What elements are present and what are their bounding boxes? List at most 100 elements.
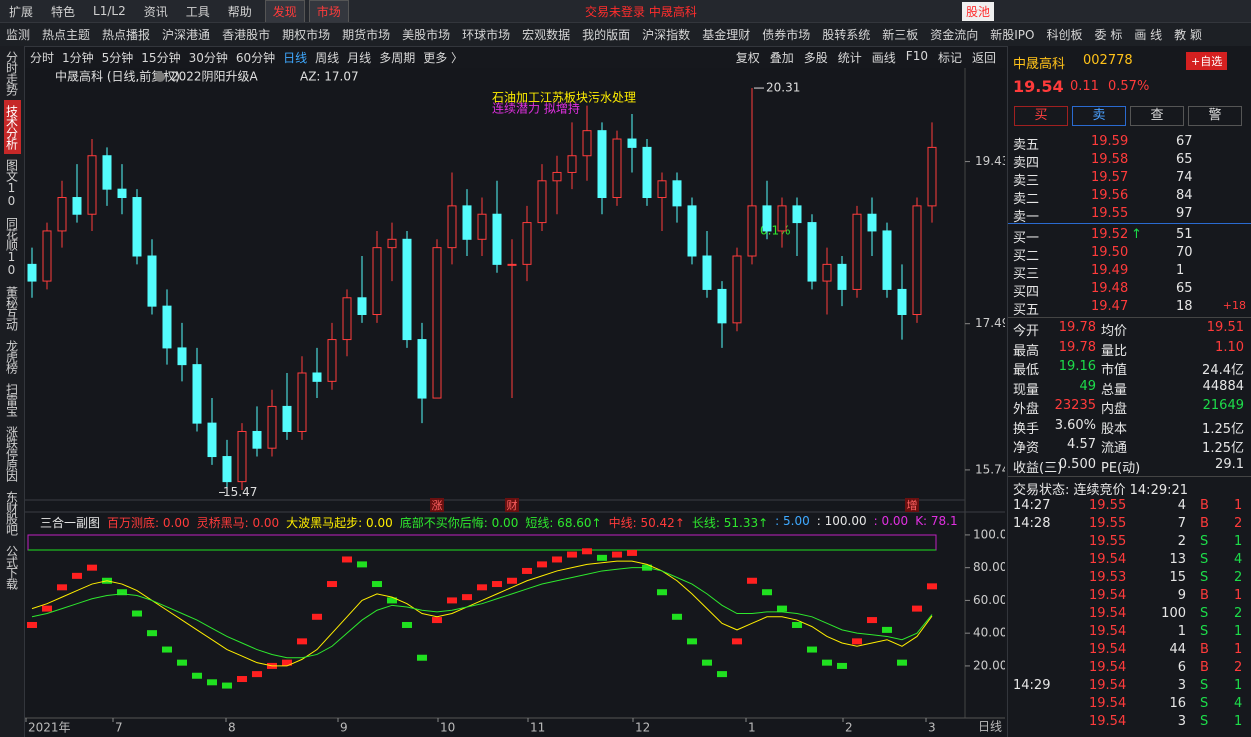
candle-body <box>597 130 607 199</box>
indicator-icon[interactable] <box>155 72 165 82</box>
trade-price: 19.54 <box>1089 660 1127 675</box>
book-price: 19.57 <box>1091 170 1129 185</box>
stock-pool[interactable]: 股池 <box>962 2 995 21</box>
menu-item[interactable]: 特色 <box>51 4 76 19</box>
nav-item[interactable]: 新三板 <box>882 28 919 42</box>
period-tab[interactable]: 30分钟 <box>188 50 228 65</box>
nav-bar: 监测 热点主题 热点播报 沪深港通 香港股市 期权市场 期货市场 美股市场 环球市场 宏观数据 我的… <box>0 22 1251 47</box>
candle-body <box>927 146 937 207</box>
nav-item[interactable]: 期货市场 <box>342 28 391 42</box>
side-tab[interactable]: 扫雷宝 <box>4 383 19 416</box>
side-tab[interactable]: 龙虎榜 <box>4 340 19 373</box>
period-tab[interactable]: 分时 <box>30 50 55 65</box>
menu-item[interactable]: 扩展 <box>9 4 34 19</box>
candle-body <box>537 180 547 224</box>
nav-item[interactable]: 画 线 <box>1134 28 1163 42</box>
period-tab[interactable]: 日线 <box>283 50 308 65</box>
nav-item[interactable]: 期权市场 <box>282 28 331 42</box>
indicator-block <box>612 551 622 558</box>
nav-item[interactable]: 沪深港通 <box>162 28 211 42</box>
period-tab[interactable]: 60分钟 <box>235 50 276 65</box>
period-tab[interactable]: 月线 <box>347 50 372 65</box>
menu-item[interactable]: 工具 <box>185 4 210 19</box>
candle-body <box>372 247 382 315</box>
nav-item[interactable]: 监测 <box>6 28 31 42</box>
tool-button[interactable]: 叠加 <box>769 51 794 65</box>
period-tab[interactable]: 周线 <box>315 50 340 65</box>
nav-item[interactable]: 环球市场 <box>462 28 511 42</box>
nav-item[interactable]: 科创板 <box>1046 28 1083 42</box>
nav-item[interactable]: 股转系统 <box>822 28 871 42</box>
period-tab[interactable]: 1分钟 <box>62 50 94 65</box>
nav-item[interactable]: 资金流向 <box>930 28 979 42</box>
event-marker <box>905 498 919 512</box>
side-tab[interactable]: 同花顺10 <box>4 217 19 276</box>
trade-row: 19.54 1 S 1 <box>1008 623 1251 642</box>
tool-button[interactable]: F10 <box>905 49 928 63</box>
nav-item[interactable]: 委 标 <box>1094 28 1123 42</box>
nav-item[interactable]: 香港股市 <box>222 28 271 42</box>
tool-button[interactable]: 标记 <box>937 51 962 65</box>
nav-item[interactable]: 热点播报 <box>102 28 151 42</box>
candle-body <box>57 197 67 232</box>
price-change-pct: 0.57% <box>1108 79 1150 94</box>
candle-body <box>42 230 52 282</box>
side-tab[interactable]: 涨跌停原因 <box>4 426 19 481</box>
stat-label: 今开 <box>1013 324 1040 339</box>
candle-body <box>807 222 817 282</box>
trade-row: 19.55 2 S 1 <box>1008 533 1251 552</box>
trade-count: 2 <box>1234 660 1243 675</box>
menu-item[interactable]: 帮助 <box>227 4 252 19</box>
nav-item[interactable]: 热点主题 <box>42 28 91 42</box>
trade-row: 19.54 3 S 1 <box>1008 713 1251 732</box>
tool-button[interactable]: 多股 <box>803 51 828 65</box>
tool-button[interactable]: 返回 <box>971 51 996 65</box>
stat-label: 换手 <box>1013 421 1040 437</box>
side-tab[interactable]: 东财股吧 <box>4 491 19 535</box>
trade-button[interactable]: 警 <box>1188 106 1242 126</box>
side-tab[interactable]: 技术分析 <box>3 100 21 154</box>
trade-button[interactable]: 买 <box>1014 106 1068 126</box>
trade-count: 1 <box>1234 714 1243 729</box>
period-tab[interactable]: 更多 〉 <box>423 50 464 65</box>
nav-item[interactable]: 教 颖 <box>1174 28 1202 42</box>
order-book-row: 卖五 19.59 67 <box>1008 133 1251 153</box>
candle-body <box>912 205 922 315</box>
side-tab[interactable]: 分时走势 <box>4 51 19 95</box>
login-notice[interactable]: 交易未登录 中晟高科 <box>585 5 697 19</box>
nav-item[interactable]: 基金理财 <box>702 28 751 42</box>
trade-volume: 44 <box>1169 642 1186 657</box>
menu-tab[interactable]: 发现 <box>264 0 305 23</box>
candle-body <box>192 364 202 424</box>
nav-item[interactable]: 债券市场 <box>762 28 811 42</box>
book-price: 19.56 <box>1091 188 1129 203</box>
trade-volume: 100 <box>1161 606 1186 621</box>
tool-button[interactable]: 统计 <box>837 51 862 65</box>
trade-button[interactable]: 卖 <box>1072 106 1126 126</box>
stat-value: 1.25亿 <box>1202 421 1244 437</box>
menu-tab[interactable]: 市场 <box>308 0 349 23</box>
nav-item[interactable]: 美股市场 <box>402 28 451 42</box>
side-tab[interactable]: 公式下载 <box>4 545 19 589</box>
tool-button[interactable]: 复权 <box>735 51 760 65</box>
indicator-block <box>912 605 922 612</box>
indicator-readout: 百万测底: 0.00 <box>107 516 190 530</box>
indicator-block <box>297 638 307 645</box>
side-tab[interactable]: 董秘互动 <box>4 286 19 330</box>
trade-button[interactable]: 查 <box>1130 106 1184 126</box>
watch-button[interactable]: +自选 <box>1186 52 1228 70</box>
indicator-block <box>792 621 802 628</box>
nav-item[interactable]: 宏观数据 <box>522 28 571 42</box>
menu-item[interactable]: L1/L2 <box>93 4 126 18</box>
nav-item[interactable]: 沪深指数 <box>642 28 691 42</box>
tool-button[interactable]: 画线 <box>871 51 896 65</box>
menu-item[interactable]: 资讯 <box>143 4 168 19</box>
nav-item[interactable]: 新股IPO <box>990 28 1035 42</box>
indicator-block <box>657 589 667 596</box>
event-label: 增 <box>907 498 918 512</box>
period-tab[interactable]: 15分钟 <box>141 50 181 65</box>
nav-item[interactable]: 我的版面 <box>582 28 631 42</box>
period-tab[interactable]: 5分钟 <box>101 50 134 65</box>
period-tab[interactable]: 多周期 <box>379 50 416 65</box>
side-tab[interactable]: 图文10 <box>4 159 19 207</box>
